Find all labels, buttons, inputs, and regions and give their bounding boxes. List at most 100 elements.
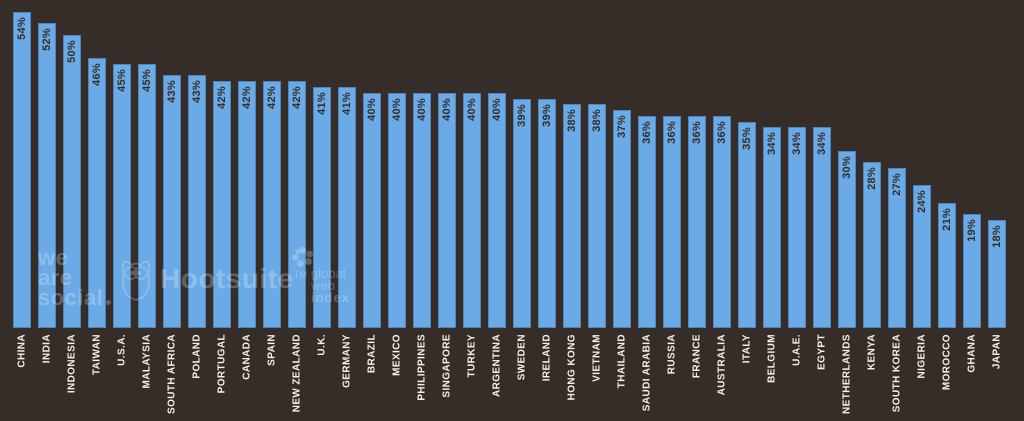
bar-value-label: 40% <box>491 98 503 121</box>
bar-value-label: 34% <box>816 132 828 155</box>
bar-column: 42% NEW ZEALAND <box>288 0 306 412</box>
bar-category-label: PHILIPPINES <box>416 334 428 401</box>
bar: 43% <box>188 75 206 328</box>
bar-column: 42% PORTUGAL <box>213 0 231 393</box>
bar-category-label: THAILAND <box>616 334 628 389</box>
bars: 54% CHINA 52% INDIA 50% INDONESIA 46% TAIWAN 45%… <box>13 0 1006 414</box>
bar-column: 39% SWEDEN <box>513 0 531 380</box>
bar-category-label: IRELAND <box>541 334 553 382</box>
bar-column: 27% SOUTH KOREA <box>888 0 906 412</box>
bar-category-label: JAPAN <box>991 334 1003 370</box>
bar-value-label: 36% <box>691 121 703 144</box>
bar-value-label: 34% <box>766 132 778 155</box>
bar-value-label: 45% <box>116 69 128 92</box>
bar-category-label: KENYA <box>866 334 878 371</box>
bar: 34% <box>763 127 781 328</box>
bar: 36% <box>663 116 681 328</box>
bar: 52% <box>38 23 56 328</box>
bar-value-label: 41% <box>316 92 328 115</box>
bar: 36% <box>688 116 706 328</box>
bar-column: 24% NIGERIA <box>913 0 931 378</box>
bar-value-label: 36% <box>716 121 728 144</box>
bar-column: 40% TURKEY <box>463 0 481 378</box>
bar-category-label: MALAYSIA <box>141 334 153 389</box>
bar-category-label: SINGAPORE <box>441 334 453 398</box>
bar-column: 28% KENYA <box>863 0 881 370</box>
bar: 46% <box>88 58 106 328</box>
bar-column: 40% PHILIPPINES <box>413 0 431 401</box>
bar-category-label: HONG KONG <box>566 334 578 401</box>
bar: 24% <box>913 185 931 328</box>
bar-column: 52% INDIA <box>38 0 56 363</box>
bar-category-label: MEXICO <box>391 334 403 376</box>
bar-column: 36% AUSTRALIA <box>713 0 731 395</box>
bar-column: 41% U.K. <box>313 0 331 356</box>
bar: 40% <box>438 93 456 328</box>
bar: 21% <box>938 203 956 328</box>
bar: 41% <box>338 87 356 328</box>
bar: 38% <box>563 104 581 328</box>
bar-value-label: 35% <box>741 127 753 150</box>
bar-value-label: 38% <box>566 109 578 132</box>
bar-column: 36% FRANCE <box>688 0 706 378</box>
bar-value-label: 42% <box>291 86 303 109</box>
bar: 43% <box>163 75 181 328</box>
bar-column: 40% ARGENTINA <box>488 0 506 397</box>
bar: 34% <box>788 127 806 328</box>
bar-value-label: 41% <box>341 92 353 115</box>
bar-column: 45% MALAYSIA <box>138 0 156 389</box>
bar-category-label: FRANCE <box>691 334 703 379</box>
bar-value-label: 40% <box>391 98 403 121</box>
bar-category-label: TURKEY <box>466 334 478 378</box>
bar-category-label: INDONESIA <box>66 334 78 394</box>
bar-column: 18% JAPAN <box>988 0 1006 369</box>
bar-category-label: ARGENTINA <box>491 334 503 398</box>
bar-column: 54% CHINA <box>13 0 31 368</box>
bar-category-label: SAUDI ARABIA <box>641 334 653 412</box>
bar: 18% <box>988 220 1006 328</box>
bar-category-label: INDIA <box>41 334 53 364</box>
bar-column: 45% U.S.A. <box>113 0 131 366</box>
bar-column: 36% RUSSIA <box>663 0 681 374</box>
bar-category-label: GHANA <box>966 334 978 373</box>
bar-category-label: U.K. <box>316 334 328 356</box>
bar: 39% <box>538 99 556 328</box>
bar-column: 40% BRAZIL <box>363 0 381 373</box>
bar-category-label: SWEDEN <box>516 334 528 381</box>
bar-value-label: 37% <box>616 115 628 138</box>
bar-category-label: RUSSIA <box>666 334 678 375</box>
bar-value-label: 42% <box>216 86 228 109</box>
bar-column: 35% ITALY <box>738 0 756 363</box>
bar-column: 36% SAUDI ARABIA <box>638 0 656 411</box>
bar-value-label: 21% <box>941 208 953 231</box>
bar: 40% <box>488 93 506 328</box>
bar-value-label: 42% <box>266 86 278 109</box>
bar-column: 37% THAILAND <box>613 0 631 388</box>
bar-category-label: U.A.E. <box>791 334 803 366</box>
bar: 42% <box>238 81 256 328</box>
bar-category-label: CANADA <box>241 334 253 380</box>
bar-value-label: 43% <box>191 80 203 103</box>
bar-column: 43% POLAND <box>188 0 206 379</box>
bar-category-label: SOUTH AFRICA <box>166 334 178 414</box>
bar-value-label: 40% <box>416 98 428 121</box>
bar-column: 21% MOROCCO <box>938 0 956 390</box>
bar-value-label: 39% <box>516 104 528 127</box>
bar-category-label: SPAIN <box>266 334 278 366</box>
bar: 35% <box>738 122 756 328</box>
bar: 45% <box>138 64 156 328</box>
bar-column: 19% GHANA <box>963 0 981 373</box>
bar: 40% <box>463 93 481 328</box>
bar-value-label: 52% <box>41 28 53 51</box>
bar-category-label: NIGERIA <box>916 334 928 379</box>
bar-column: 40% MEXICO <box>388 0 406 376</box>
bar-column: 50% INDONESIA <box>63 0 81 393</box>
bar: 36% <box>713 116 731 328</box>
bar-column: 42% SPAIN <box>263 0 281 366</box>
bar: 34% <box>813 127 831 328</box>
bar-value-label: 36% <box>641 121 653 144</box>
bar: 30% <box>838 151 856 328</box>
bar-column: 41% GERMANY <box>338 0 356 388</box>
bar-column: 30% NETHERLANDS <box>838 0 856 414</box>
bar-value-label: 40% <box>366 98 378 121</box>
